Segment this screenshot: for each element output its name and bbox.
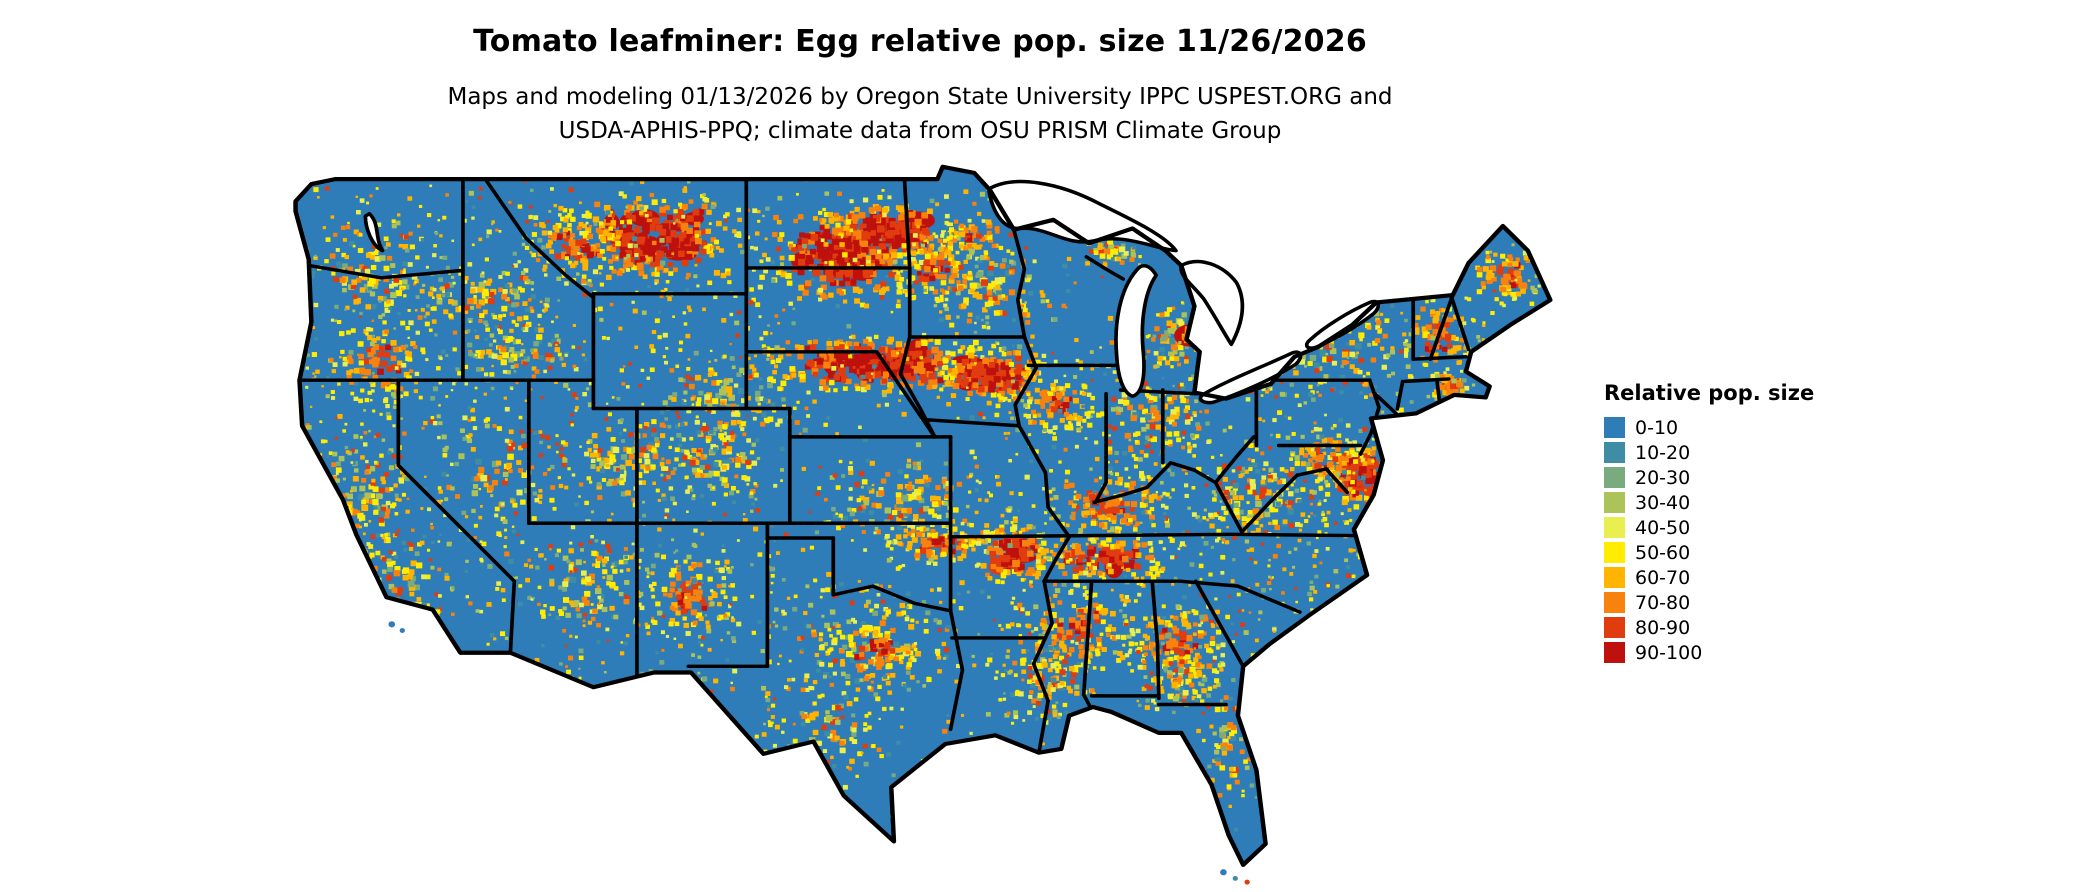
legend-item-label: 90-100 — [1635, 641, 1703, 664]
legend-item: 10-20 — [1604, 440, 1814, 465]
us-outline — [293, 164, 1553, 867]
legend-item: 80-90 — [1604, 615, 1814, 640]
legend-item-label: 40-50 — [1635, 516, 1691, 539]
legend-item: 30-40 — [1604, 490, 1814, 515]
legend-item: 20-30 — [1604, 465, 1814, 490]
legend-swatch — [1604, 567, 1625, 588]
subtitle-line-1: Maps and modeling 01/13/2026 by Oregon S… — [447, 84, 1393, 110]
legend-item: 0-10 — [1604, 415, 1814, 440]
legend-swatch — [1604, 467, 1625, 488]
page-subtitle: Maps and modeling 01/13/2026 by Oregon S… — [0, 80, 1840, 148]
us-population-map — [293, 164, 1553, 885]
legend-swatch — [1604, 417, 1625, 438]
legend-swatch — [1604, 517, 1625, 538]
legend-item: 70-80 — [1604, 590, 1814, 615]
page-title: Tomato leafminer: Egg relative pop. size… — [473, 24, 1367, 59]
legend-swatch — [1604, 617, 1625, 638]
legend-item: 50-60 — [1604, 540, 1814, 565]
state-borders — [297, 177, 1471, 755]
legend-title: Relative pop. size — [1604, 381, 1815, 405]
legend-item-label: 60-70 — [1635, 566, 1691, 589]
legend-swatch — [1604, 592, 1625, 613]
legend-item: 40-50 — [1604, 515, 1814, 540]
legend-swatch — [1604, 542, 1625, 563]
legend-items: 0-10 10-20 20-30 30-40 40-50 50-60 60-70 70-80 8… — [1604, 415, 1814, 665]
coastal-islands — [388, 621, 1250, 885]
legend: Relative pop. size 0-10 10-20 20-30 30-40 40… — [1604, 381, 1814, 665]
legend-item-label: 30-40 — [1635, 491, 1691, 514]
legend-swatch — [1604, 642, 1625, 663]
population-speckles — [295, 176, 1551, 865]
subtitle-line-2: USDA-APHIS-PPQ; climate data from OSU PR… — [558, 118, 1282, 144]
legend-item: 90-100 — [1604, 640, 1814, 665]
legend-swatch — [1604, 492, 1625, 513]
legend-item-label: 80-90 — [1635, 616, 1691, 639]
legend-item: 60-70 — [1604, 565, 1814, 590]
legend-item-label: 50-60 — [1635, 541, 1691, 564]
legend-swatch — [1604, 442, 1625, 463]
legend-item-label: 20-30 — [1635, 466, 1691, 489]
legend-item-label: 70-80 — [1635, 591, 1691, 614]
legend-item-label: 0-10 — [1635, 416, 1679, 439]
legend-item-label: 10-20 — [1635, 441, 1691, 464]
us-landmass — [295, 166, 1551, 865]
